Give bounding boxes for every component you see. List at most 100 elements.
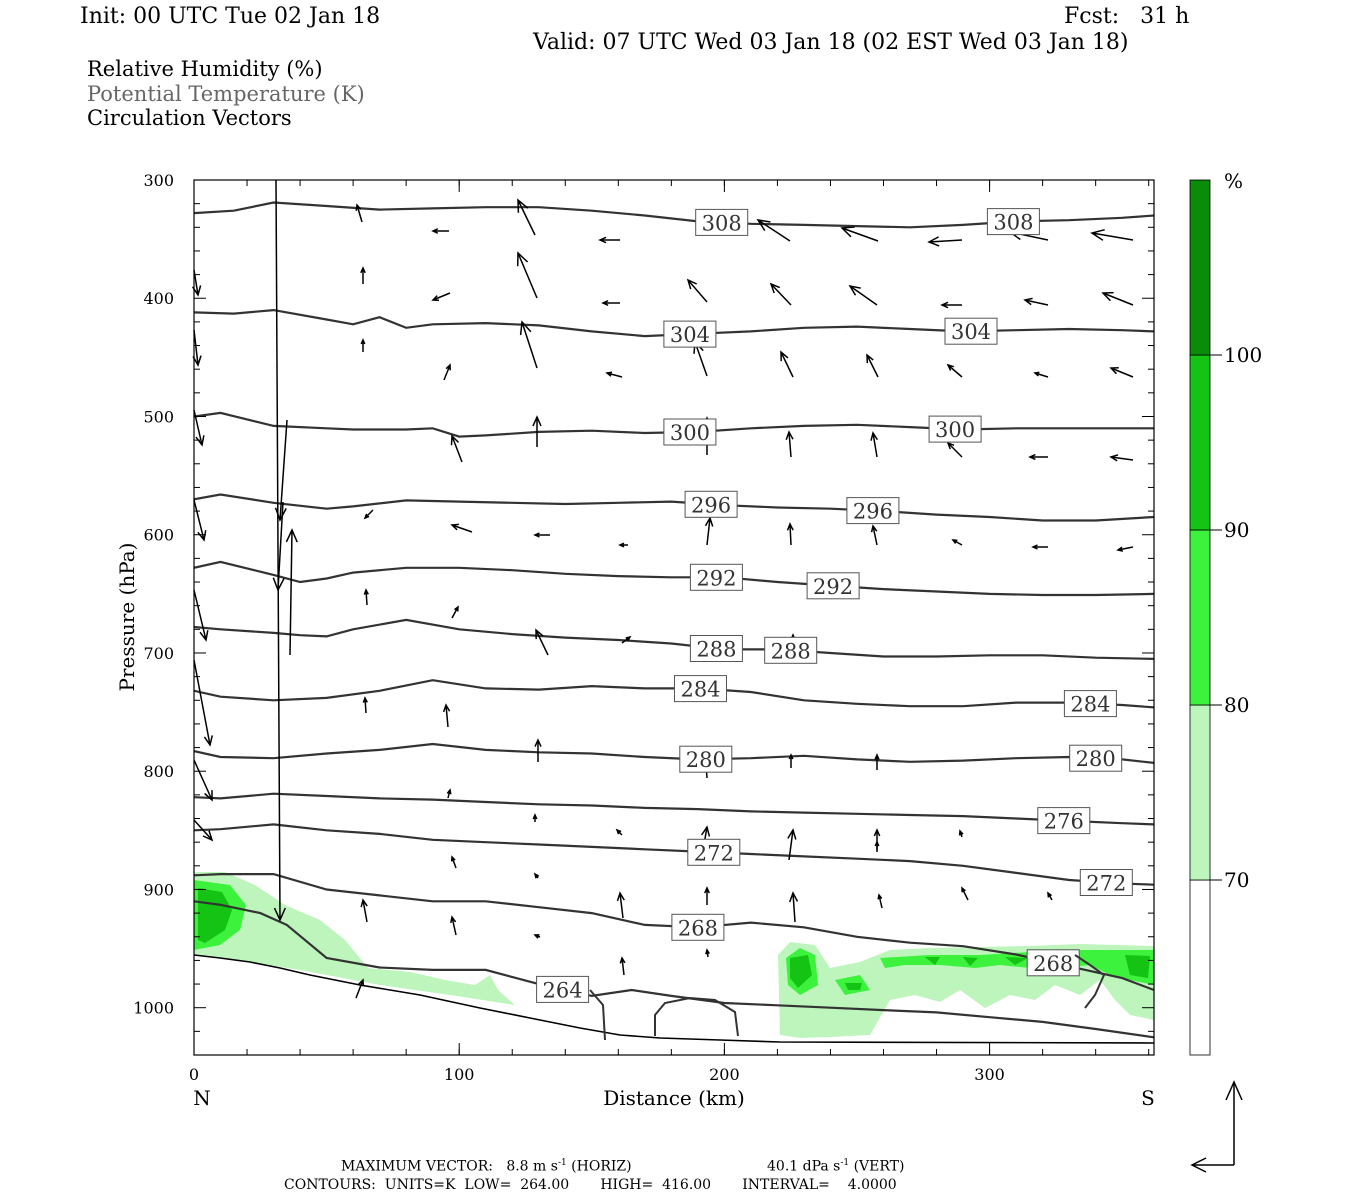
isentrope-label-box-272-1 — [1079, 869, 1133, 896]
circulation-vector-57 — [442, 703, 451, 728]
y-tick-label-400: 400 — [143, 289, 174, 308]
circulation-vector-82 — [705, 948, 710, 958]
circulation-vector-34 — [532, 415, 542, 447]
isentrope-label-268-0: 268 — [678, 916, 718, 940]
max-vector-horiz-unit: (HORIZ) — [566, 1158, 632, 1175]
circulation-vector-77 — [1047, 891, 1053, 901]
axis-ticks — [193, 179, 1154, 1056]
circulation-vector-38 — [946, 441, 963, 458]
legend-potential-temperature: Potential Temperature (K) — [87, 82, 365, 106]
circulation-vector-73 — [788, 891, 799, 923]
circulation-vector-32 — [1109, 366, 1134, 378]
isentrope-labels: 308 308 304 304 300 300 296 296 292 292 288 288 284 2… — [536, 208, 1133, 1003]
edge-vector-7 — [193, 819, 214, 842]
circulation-vector-36 — [785, 430, 794, 458]
circulation-vector-23 — [360, 338, 366, 352]
isentrope-280 — [194, 742, 1154, 764]
circulation-vector-5 — [431, 228, 449, 234]
edge-vector-1 — [192, 329, 202, 367]
isentrope-label-276-0: 276 — [1044, 810, 1084, 834]
isentrope-label-264-0: 264 — [543, 978, 583, 1002]
isentrope-label-box-284-0 — [674, 675, 727, 703]
forecast-hour: Fcst: 31 h — [1064, 4, 1190, 29]
circulation-vector-4 — [355, 203, 363, 223]
isentrope-276 — [194, 792, 1154, 826]
circulation-vector-60 — [788, 753, 794, 768]
y-tick-label-800: 800 — [143, 762, 174, 781]
max-vector-horiz-exponent: -1 — [557, 1158, 567, 1168]
circulation-vector-71 — [616, 891, 625, 919]
circulation-vector-14 — [431, 292, 451, 301]
circulation-vector-48 — [951, 539, 963, 546]
rh-shading — [194, 872, 1154, 1038]
circulation-vector-42 — [450, 523, 473, 533]
isentrope-label-304-0: 304 — [670, 323, 710, 347]
circulation-vector-76 — [961, 886, 969, 901]
colorbar-band-0 — [1189, 879, 1211, 1056]
circulation-vector-19 — [848, 284, 878, 306]
y-tick-label-500: 500 — [143, 407, 174, 426]
circulation-vector-61 — [874, 753, 880, 770]
colorbar-band-1 — [1189, 704, 1211, 881]
isentrope-292 — [194, 560, 1154, 597]
isentrope-label-box-292-0 — [689, 563, 743, 591]
circulation-vectors — [191, 179, 1134, 999]
y-tick-label-600: 600 — [143, 526, 174, 545]
circulation-vector-69 — [450, 855, 457, 869]
circulation-vector-6 — [517, 198, 536, 236]
isentrope-label-box-280-0 — [679, 745, 733, 773]
circulation-vector-54 — [621, 635, 632, 644]
isentrope-label-box-268-1 — [1026, 949, 1080, 977]
isentrope-label-284-0: 284 — [680, 678, 720, 702]
isentrope-label-box-272-0 — [687, 838, 741, 866]
circulation-vector-16 — [601, 300, 620, 306]
plot-frame — [193, 179, 1155, 1056]
isentrope-300 — [194, 411, 1154, 438]
circulation-vector-31 — [1033, 371, 1049, 378]
circulation-vector-66 — [787, 828, 797, 861]
rh70-area-north — [194, 872, 515, 1005]
circulation-vector-43 — [533, 532, 550, 538]
circulation-vector-56 — [362, 696, 368, 714]
isentrope-label-box-288-0 — [689, 635, 743, 662]
isentrope-label-292-1: 292 — [813, 575, 853, 599]
contour-info-text: CONTOURS: UNITS=K LOW= 264.00 HIGH= 416.… — [284, 1177, 897, 1193]
circulation-vector-26 — [605, 371, 623, 378]
isentrope-264 — [194, 900, 1154, 1039]
circulation-vector-18 — [769, 282, 792, 306]
isentrope-label-box-300-0 — [663, 418, 717, 446]
circulation-vector-41 — [363, 509, 374, 520]
legend-relative-humidity: Relative Humidity (%) — [87, 57, 323, 81]
circulation-vector-10 — [927, 236, 963, 247]
isentrope-label-304-1: 304 — [951, 320, 991, 344]
circulation-vector-83 — [355, 978, 365, 999]
isentrope-label-308-0: 308 — [702, 211, 742, 235]
colorbar-band-2 — [1189, 529, 1211, 706]
max-vector-vert-unit: (VERT) — [849, 1158, 905, 1175]
circulation-vector-37 — [870, 431, 879, 458]
circulation-vector-20 — [940, 301, 962, 309]
edge-vector-3 — [193, 499, 207, 542]
axis-tick-labels: 0 100 200 300 300 400 500 600 700 800 900 1000 — [133, 171, 1005, 1084]
circulation-vector-46 — [786, 522, 794, 546]
circulation-vector-80 — [533, 934, 541, 939]
circulation-vector-63 — [532, 813, 538, 822]
circulation-vector-51 — [363, 588, 369, 606]
max-vector-vert-text: 40.1 dPa s-1 (VERT) — [767, 1159, 904, 1174]
circulation-vector-29 — [866, 353, 879, 378]
circulation-vector-70 — [533, 872, 540, 879]
circulation-vector-30 — [946, 363, 963, 378]
y-tick-label-1000: 1000 — [133, 999, 174, 1018]
circulation-vector-1 — [285, 528, 298, 656]
circulation-vector-7 — [598, 236, 620, 244]
max-vector-vert: 40.1 dPa s — [767, 1158, 841, 1175]
circulation-vector-28 — [780, 350, 794, 378]
isentrope-288 — [194, 618, 1154, 660]
y-tick-label-900: 900 — [143, 880, 174, 899]
x-tick-label-0: 0 — [189, 1065, 199, 1084]
colorbar-band-3 — [1189, 354, 1211, 531]
circulation-vector-68 — [958, 829, 964, 838]
x-tick-label-300: 300 — [974, 1065, 1005, 1084]
isentrope-label-268-1: 268 — [1033, 952, 1073, 976]
